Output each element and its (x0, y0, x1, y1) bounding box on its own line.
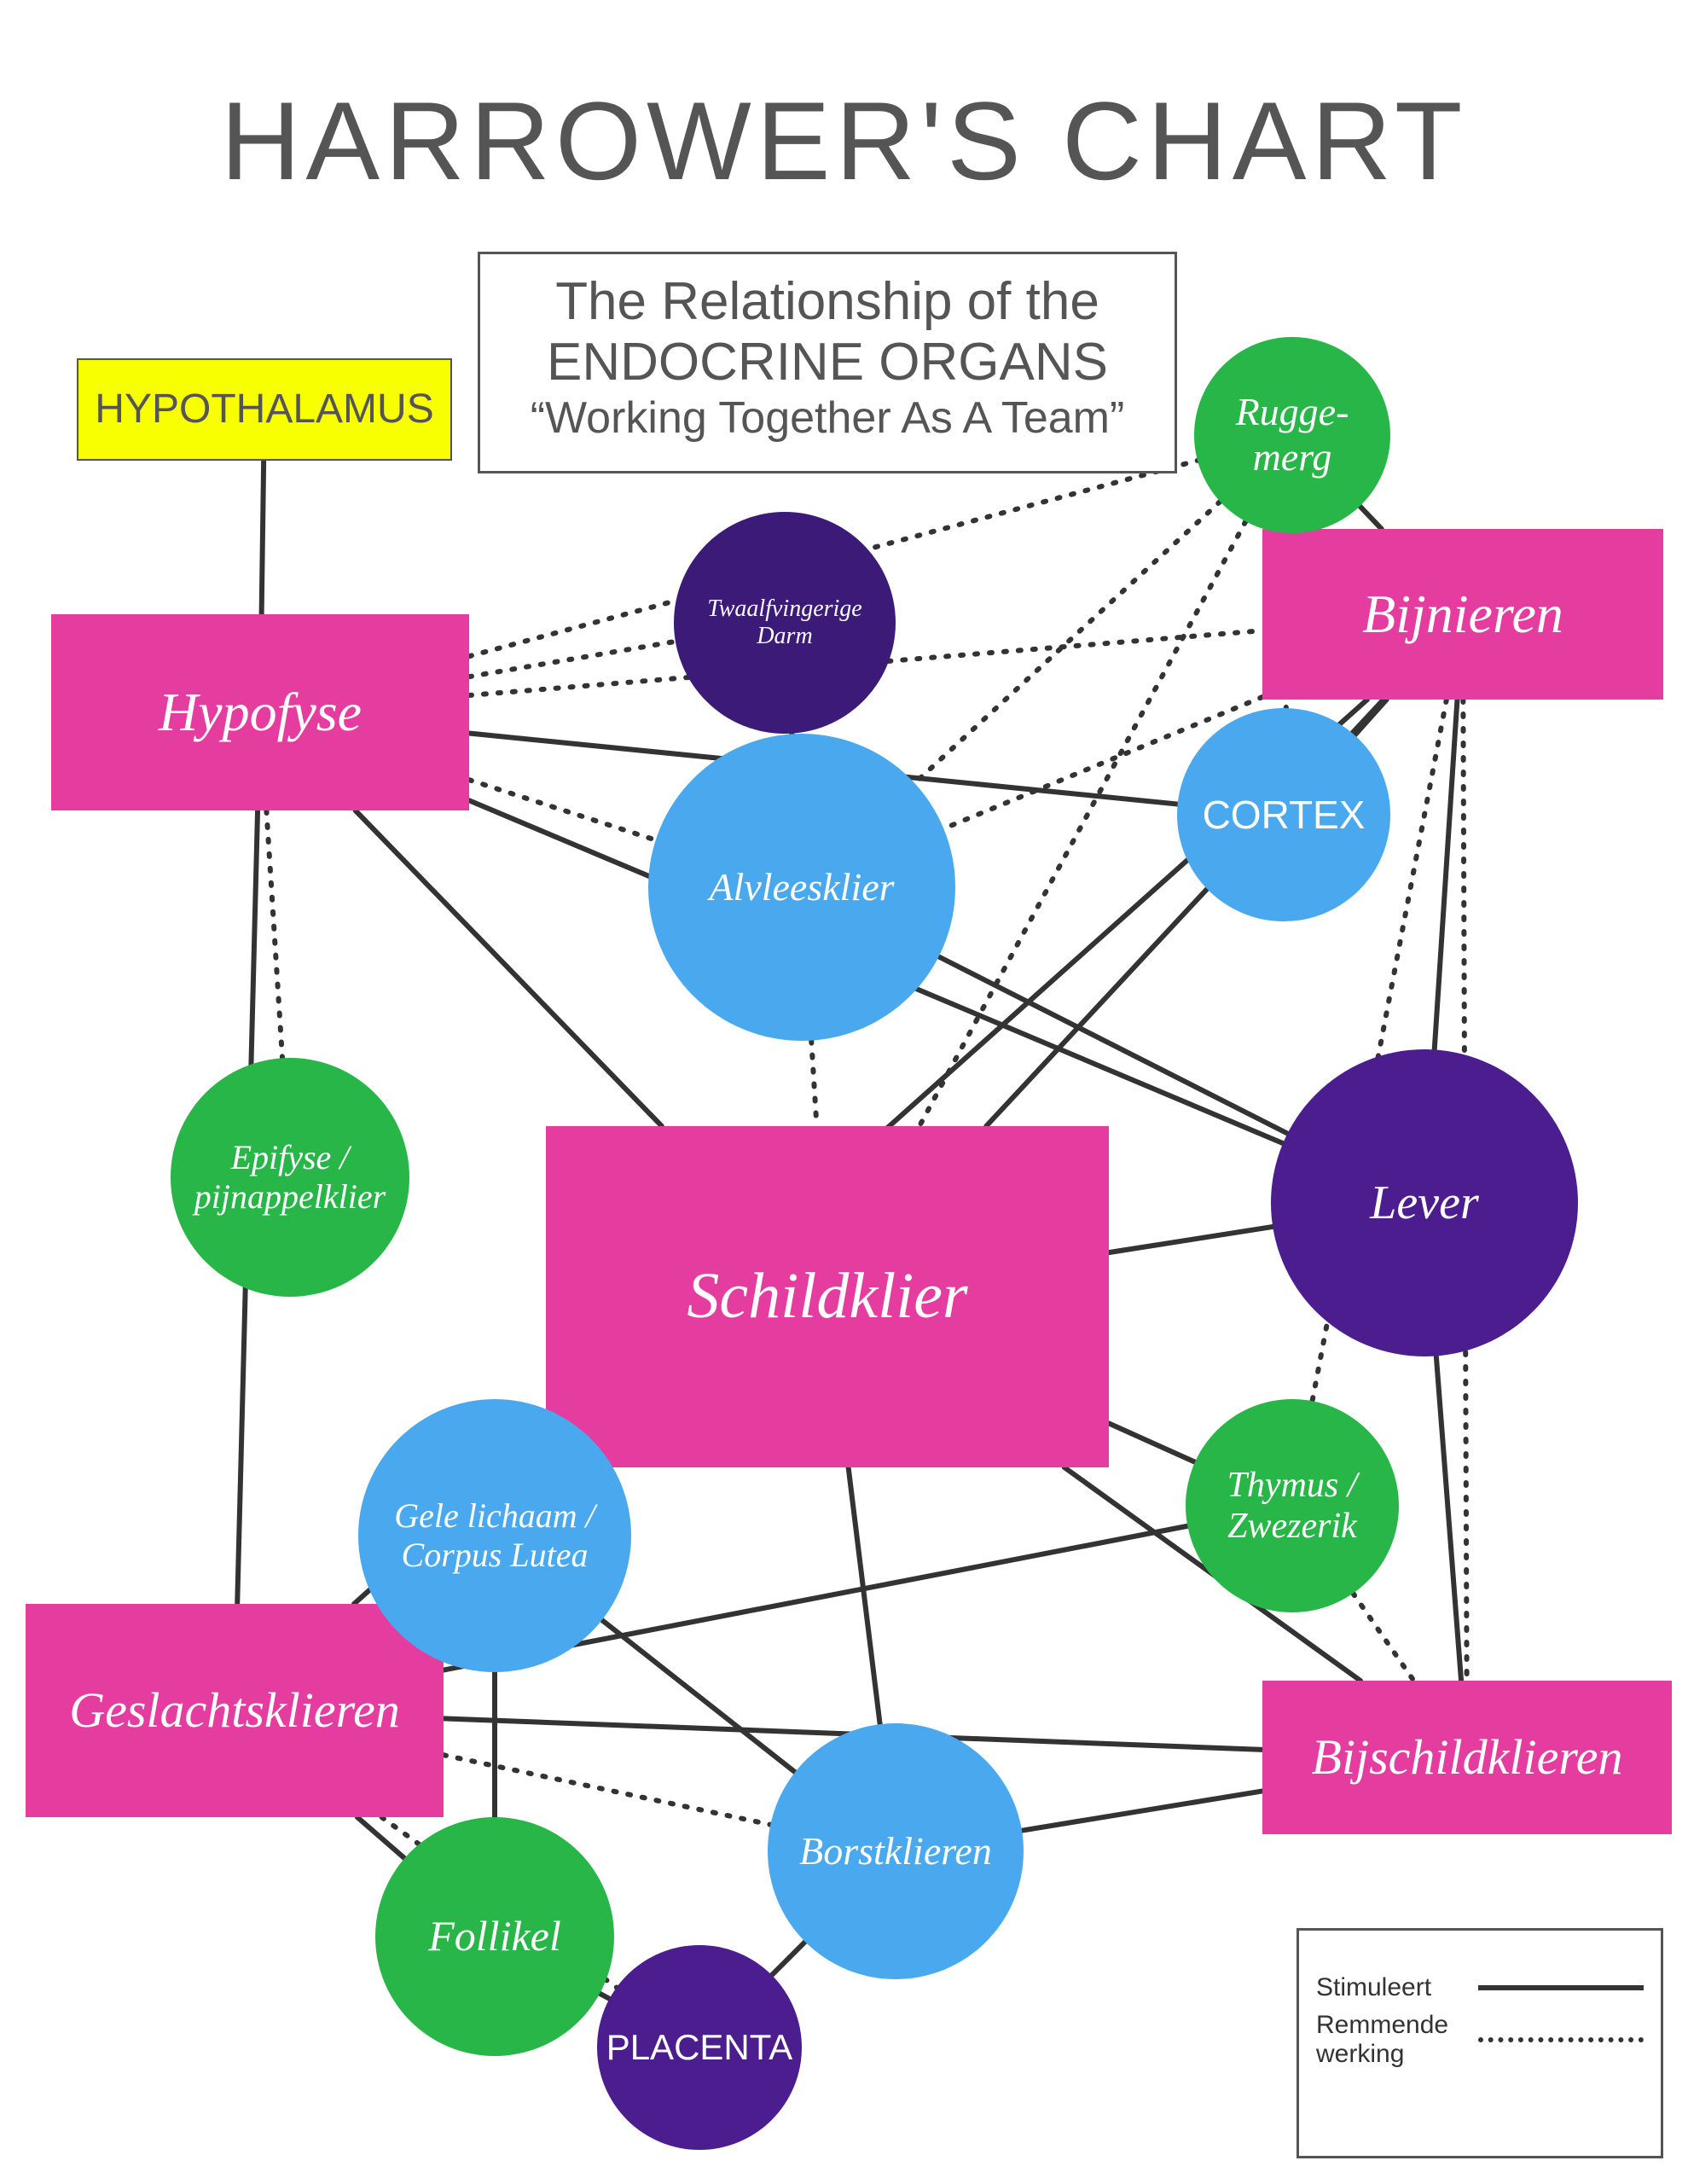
node-lever: Lever (1271, 1049, 1578, 1356)
node-hypothalamus: HYPOTHALAMUS (77, 358, 452, 461)
node-bijnieren: Bijnieren (1262, 529, 1663, 700)
legend-line-solid (1478, 1985, 1644, 1990)
edge-geslachtsklieren-follikel (357, 1817, 404, 1858)
edge-alvleesklier-lever (939, 956, 1288, 1133)
edge-lever-bijschildklieren (1436, 1356, 1461, 1681)
edge-bijnieren-lever (1435, 700, 1458, 1049)
node-borstklieren: Borstklieren (768, 1723, 1024, 1979)
legend-row-inhibit: Remmende werking (1316, 2011, 1644, 2069)
legend-label-stimulate: Stimuleert (1316, 1973, 1478, 2002)
edge-geslachtsklieren-borstklieren (444, 1755, 770, 1825)
edge-ruggemerg-alvleesklier (914, 502, 1220, 783)
edge-bijnieren-cortex (1354, 700, 1386, 735)
node-follikel: Follikel (375, 1817, 614, 2056)
node-gelelichaam: Gele lichaam / Corpus Lutea (358, 1399, 631, 1672)
node-alvleesklier: Alvleesklier (648, 734, 955, 1041)
edge-schildklier-thymus (1109, 1423, 1195, 1461)
edge-schildklier-lever (1109, 1227, 1273, 1252)
node-bijschildklieren: Bijschildklieren (1262, 1681, 1672, 1834)
node-thymus: Thymus / Zwezerik (1186, 1399, 1399, 1612)
edge-alvleesklier-schildklier (811, 1041, 816, 1126)
legend-label-inhibit: Remmende werking (1316, 2011, 1478, 2069)
edge-follikel-placenta (600, 1994, 609, 1999)
node-cortex: CORTEX (1177, 708, 1390, 921)
node-twaalfvingerige: Twaalfvingerige Darm (674, 512, 896, 734)
diagram-canvas: HARROWER'S CHART The Relationship of the… (0, 0, 1688, 2184)
edge-hypofyse-schildklier (356, 810, 662, 1126)
edge-hypofyse-alvleesklier (469, 780, 656, 840)
subtitle-line3: “Working Together As A Team” (506, 392, 1149, 444)
subtitle-line2: ENDOCRINE ORGANS (506, 332, 1149, 392)
edge-hypothalamus-hypofyse (262, 461, 264, 614)
node-hypofyse: Hypofyse (51, 614, 469, 810)
subtitle-box: The Relationship of the ENDOCRINE ORGANS… (478, 252, 1177, 473)
node-placenta: PLACENTA (597, 1945, 802, 2150)
edge-ruggemerg-bijnieren (1360, 506, 1381, 529)
legend-line-dotted (1478, 2037, 1644, 2042)
legend-box: Stimuleert Remmende werking (1296, 1928, 1663, 2158)
edge-hypofyse-epifyse (266, 810, 282, 1058)
edge-hypofyse-twaalfvingerige (469, 642, 676, 677)
node-geslachtsklieren: Geslachtsklieren (26, 1604, 444, 1817)
node-schildklier: Schildklier (546, 1126, 1109, 1467)
edge-borstklieren-bijschildklieren (1022, 1791, 1262, 1830)
edge-placenta-borstklieren (772, 1942, 805, 1975)
node-epifyse: Epifyse / pijnappelklier (171, 1058, 409, 1297)
subtitle-line1: The Relationship of the (506, 271, 1149, 332)
legend-row-stimulate: Stimuleert (1316, 1973, 1644, 2002)
node-ruggemerg: Rugge- merg (1194, 337, 1390, 533)
edge-schildklier-borstklieren (849, 1467, 880, 1724)
edge-gelelichaam-borstklieren (602, 1620, 795, 1772)
edge-thymus-bijschildklieren (1353, 1594, 1413, 1681)
page-title: HARROWER'S CHART (0, 77, 1688, 205)
